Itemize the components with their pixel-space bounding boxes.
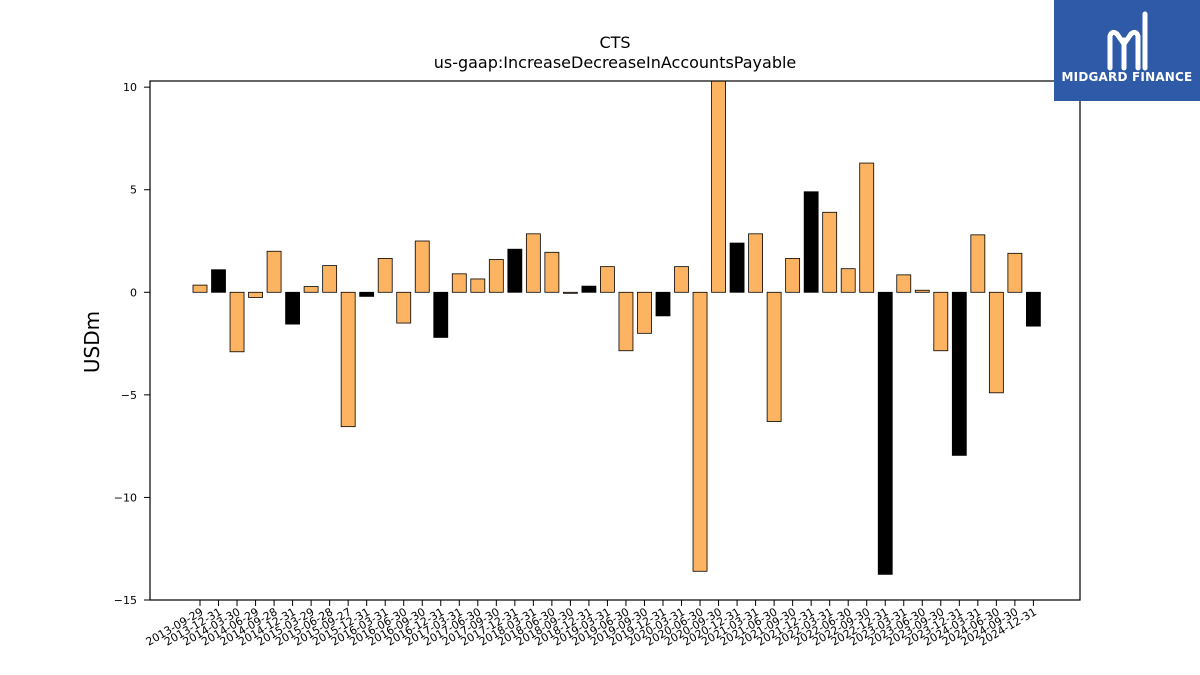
- chart-title: CTS: [599, 33, 630, 52]
- brand-logo: MIDGARD FINANCE: [1054, 0, 1200, 101]
- y-axis-label: USDm: [80, 311, 104, 373]
- bar-2017-12-31: [507, 248, 523, 293]
- bar-2015-09-27: [340, 291, 356, 428]
- bar-2020-03-31: [674, 266, 689, 293]
- bar-2014-03-30: [229, 291, 245, 353]
- bar-2024-03-31: [970, 234, 986, 293]
- midgard-m-logo-icon: [1107, 11, 1148, 71]
- bar-2024-06-30: [988, 291, 1004, 394]
- plot-frame: [149, 80, 1081, 601]
- bar-2020-06-30: [692, 291, 708, 572]
- bar-2018-06-30: [544, 251, 560, 293]
- bar-2013-12-31: [211, 269, 226, 293]
- bar-2017-03-31: [451, 273, 467, 293]
- bar-2016-06-30: [396, 291, 412, 324]
- bar-2021-12-31: [803, 191, 819, 293]
- y-axis-ticks: 10 5 0 −5 −10 −15: [114, 81, 150, 607]
- bar-2016-09-30: [414, 240, 430, 293]
- bar-2019-12-31: [655, 291, 671, 317]
- bar-2021-03-31: [748, 233, 763, 293]
- bar-2016-03-31: [377, 258, 393, 293]
- bar-2019-06-30: [618, 291, 634, 352]
- bar-2024-09-30: [1007, 252, 1023, 293]
- bar-2023-12-31: [951, 291, 967, 456]
- y-tick-label: 0: [130, 286, 137, 299]
- bar-2018-09-30: [563, 291, 578, 294]
- y-tick-label: −10: [114, 491, 137, 504]
- bar-2020-09-30: [711, 80, 726, 293]
- bar-2023-09-30: [933, 291, 949, 352]
- bar-2018-03-31: [525, 233, 541, 293]
- bar-2016-12-31: [433, 291, 449, 338]
- bar-2014-09-28: [266, 250, 282, 293]
- y-tick-label: −15: [114, 594, 137, 607]
- bar-2024-12-31: [1026, 291, 1041, 327]
- bar-2015-03-29: [303, 286, 319, 293]
- bar-2013-09-29: [192, 284, 208, 293]
- bar-2017-09-30: [488, 259, 504, 293]
- x-axis-ticks: 2013-09-292013-12-312014-03-302014-06-29…: [144, 600, 1039, 649]
- y-tick-label: 10: [123, 81, 137, 94]
- chart-subtitle: us-gaap:IncreaseDecreaseInAccountsPayabl…: [434, 53, 797, 72]
- bar-2020-12-31: [729, 242, 745, 293]
- bar-2023-06-30: [914, 289, 930, 293]
- bar-2023-03-31: [896, 274, 912, 293]
- brand-name: MIDGARD FINANCE: [1061, 70, 1193, 84]
- bar-2014-06-29: [248, 291, 263, 298]
- bar-2019-09-30: [637, 291, 652, 334]
- bar-2022-12-31: [877, 291, 893, 575]
- bar-2017-06-30: [470, 278, 486, 293]
- y-tick-label: 5: [130, 184, 137, 197]
- bar-2022-06-30: [840, 268, 856, 293]
- bar-2015-06-28: [322, 265, 338, 293]
- bar-2019-03-31: [600, 266, 615, 293]
- bar-2014-12-31: [285, 291, 301, 325]
- bar-2021-06-30: [766, 291, 782, 422]
- bars-group: [192, 80, 1041, 575]
- bar-2022-09-30: [859, 162, 875, 293]
- bar-2021-09-30: [785, 258, 801, 293]
- y-tick-label: −5: [121, 389, 137, 402]
- bar-2018-12-31: [581, 285, 597, 293]
- bar-2015-12-31: [359, 291, 375, 297]
- bar-2022-03-31: [822, 211, 838, 293]
